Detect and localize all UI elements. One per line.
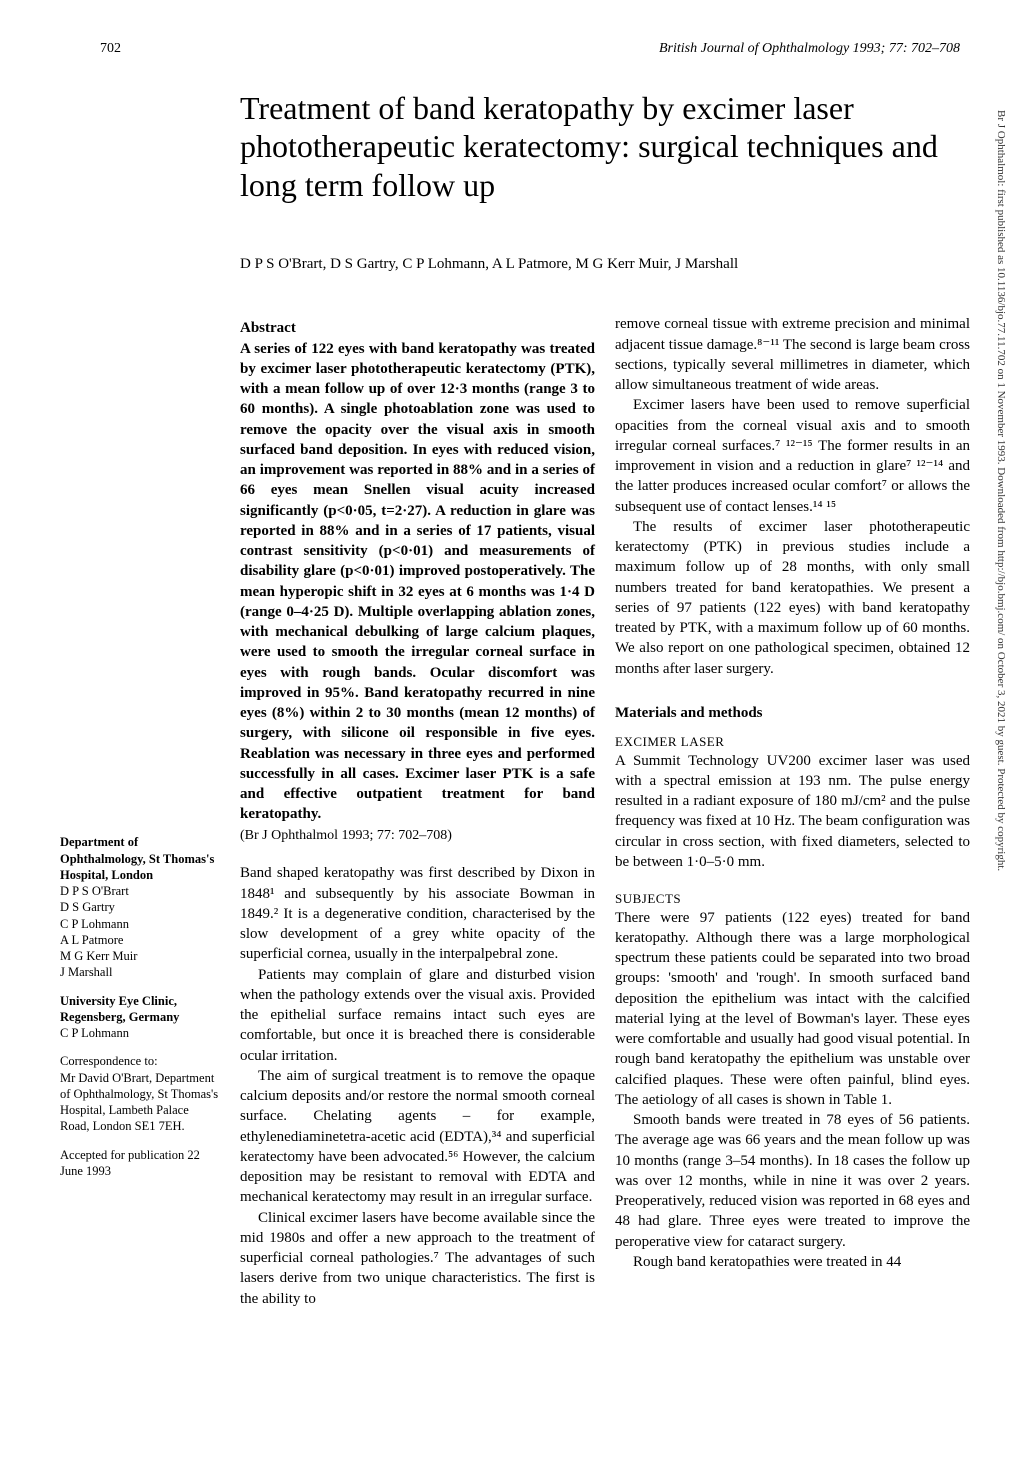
intro-continued: remove corneal tissue with extreme preci… [615, 314, 970, 679]
authors: D P S O'Brart, D S Gartry, C P Lohmann, … [240, 254, 970, 274]
paragraph: Smooth bands were treated in 78 eyes of … [615, 1110, 970, 1252]
paragraph: Excimer lasers have been used to remove … [615, 395, 970, 517]
paragraph: remove corneal tissue with extreme preci… [615, 314, 970, 395]
intro-text: Band shaped keratopathy was first descri… [240, 863, 595, 1309]
paragraph: Rough band keratopathies were treated in… [615, 1252, 970, 1272]
article-title: Treatment of band keratopathy by excimer… [240, 89, 970, 204]
excimer-laser-heading: EXCIMER LASER [615, 733, 970, 751]
paragraph: There were 97 patients (122 eyes) treate… [615, 908, 970, 1111]
copyright-side-text: Br J Ophthalmol: first published as 10.1… [993, 110, 1008, 1410]
abstract-text: A series of 122 eyes with band keratopat… [240, 339, 595, 825]
materials-methods-heading: Materials and methods [615, 703, 970, 723]
accepted-date: Accepted for publication 22 June 1993 [60, 1147, 220, 1180]
journal-header: British Journal of Ophthalmology 1993; 7… [60, 40, 970, 59]
text-columns: Abstract A series of 122 eyes with band … [240, 314, 970, 1309]
excimer-laser-text: A Summit Technology UV200 excimer laser … [615, 751, 970, 873]
paragraph: Patients may complain of glare and distu… [240, 965, 595, 1066]
page-number: 702 [100, 40, 121, 59]
sidebar-affiliations: Department of Ophthalmology, St Thomas's… [60, 314, 220, 1309]
paragraph: Clinical excimer lasers have become avai… [240, 1208, 595, 1309]
affiliation-dept-2: University Eye Clinic, Regensberg, Germa… [60, 993, 220, 1026]
paragraph: Band shaped keratopathy was first descri… [240, 863, 595, 964]
column-right: remove corneal tissue with extreme preci… [615, 314, 970, 1309]
paragraph: A Summit Technology UV200 excimer laser … [615, 751, 970, 873]
abstract-heading: Abstract [240, 318, 595, 338]
subjects-heading: SUBJECTS [615, 890, 970, 908]
affiliation-names-1: D P S O'Brart D S Gartry C P Lohmann A L… [60, 883, 220, 981]
content-wrapper: Department of Ophthalmology, St Thomas's… [60, 314, 970, 1309]
paragraph: The aim of surgical treatment is to remo… [240, 1066, 595, 1208]
affiliation-dept-1: Department of Ophthalmology, St Thomas's… [60, 834, 220, 883]
subjects-text: There were 97 patients (122 eyes) treate… [615, 908, 970, 1273]
paragraph: The results of excimer laser phototherap… [615, 517, 970, 679]
correspondence-label: Correspondence to: [60, 1053, 220, 1069]
citation: (Br J Ophthalmol 1993; 77: 702–708) [240, 827, 595, 846]
affiliation-names-2: C P Lohmann [60, 1025, 220, 1041]
column-left: Abstract A series of 122 eyes with band … [240, 314, 595, 1309]
correspondence-text: Mr David O'Brart, Department of Ophthalm… [60, 1070, 220, 1135]
